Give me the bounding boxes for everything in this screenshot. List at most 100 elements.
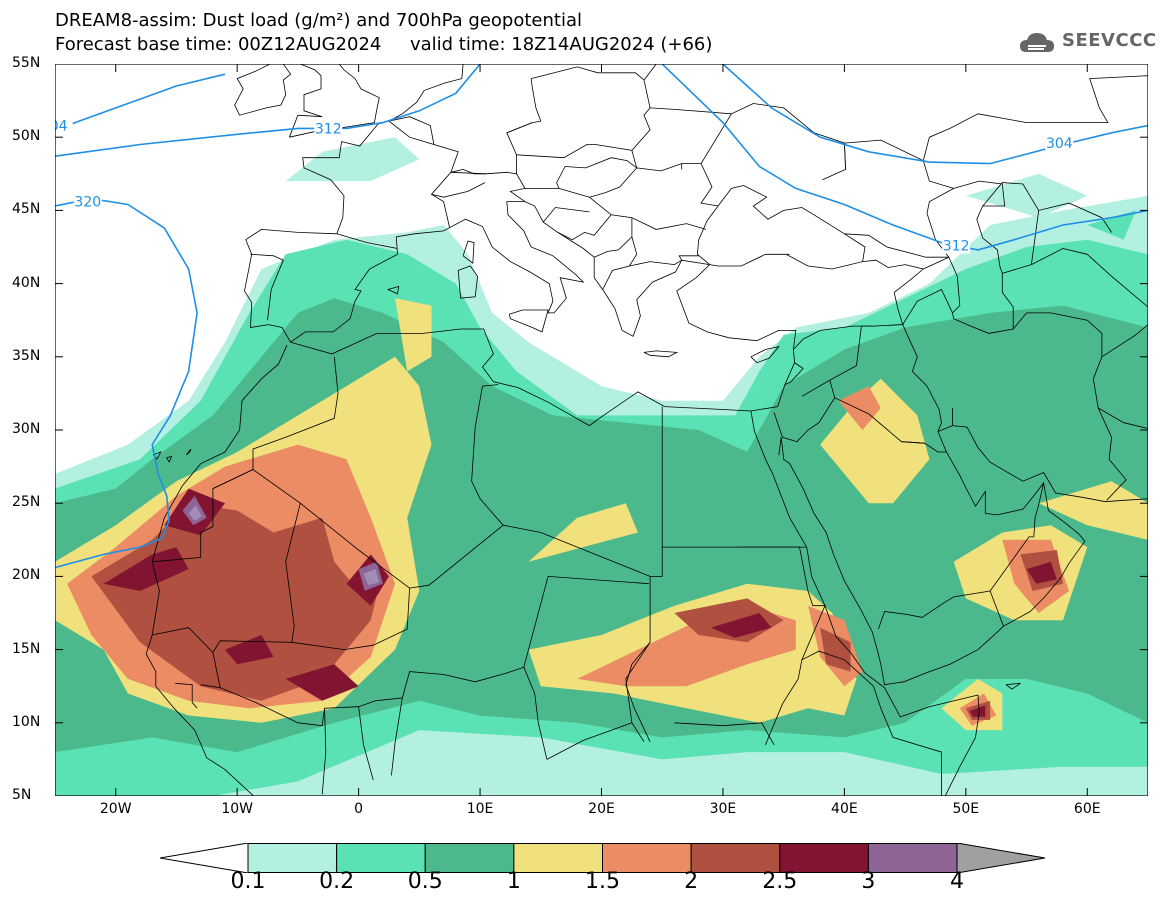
boundary-line (1031, 202, 1112, 265)
geopotential-contour (55, 197, 198, 569)
dust-level-6 (103, 547, 189, 591)
lon-tick-label: 60E (1073, 801, 1101, 817)
geopotential-contour (722, 64, 1148, 165)
lat-tick-label: 35N (12, 347, 41, 364)
dust-level-6 (969, 705, 986, 717)
boundary-line (321, 708, 327, 795)
lat-tick-label: 15N (12, 640, 41, 657)
contour-label: 04 (55, 118, 68, 134)
boundary-line (589, 196, 638, 290)
contour-label: 312 (943, 239, 970, 255)
dust-level-3 (820, 378, 930, 504)
boundary-line (844, 233, 949, 258)
boundary-line (145, 344, 288, 655)
dust-level-5 (820, 627, 851, 672)
contour-label: 320 (74, 195, 101, 211)
boundary-line (244, 228, 337, 343)
boundary-line (302, 64, 464, 234)
dust-level-6 (710, 613, 772, 638)
boundary-line (594, 236, 633, 258)
boundary-line (801, 650, 874, 687)
lon-tick-label: 50E (952, 801, 980, 817)
lat-tick-label: 40N (12, 274, 41, 291)
boundary-line (989, 590, 1004, 627)
boundary-line (388, 120, 435, 145)
boundary-line (631, 217, 707, 230)
boundary-line (336, 233, 398, 249)
lat-tick-label: 25N (12, 494, 41, 511)
boundary-line (1002, 248, 1148, 308)
boundary-line (200, 684, 221, 689)
boundary-line (388, 116, 459, 229)
colorbar-segment (690, 843, 781, 873)
dust-level-6 (225, 635, 274, 665)
boundary-line (801, 379, 830, 397)
dust-level-6 (1026, 561, 1057, 584)
cloud-icon (1020, 33, 1054, 52)
boundary-line (629, 259, 682, 267)
boundary-line (678, 255, 699, 261)
dust-map: 04 312 320 304 312 (55, 64, 1148, 796)
contour-label-bg (73, 193, 102, 210)
logo-text: SEEVCCC (1062, 30, 1157, 51)
boundary-line (508, 309, 549, 333)
contour-label: 312 (315, 121, 342, 137)
boundary-line (696, 185, 866, 270)
geopotential-contour (55, 73, 226, 131)
boundary-line (878, 536, 1034, 630)
boundary-line (982, 182, 1040, 211)
boundary-line (1101, 324, 1148, 358)
boundary-line (152, 575, 649, 727)
lat-tick-label: 20N (12, 567, 41, 584)
boundary-line (625, 642, 651, 742)
dust-load-field (55, 137, 1148, 796)
lat-tick-label: 55N (12, 55, 41, 71)
dust-level-8 (363, 569, 380, 586)
colorbar-segment (779, 843, 869, 873)
geopotential-contour (661, 64, 1148, 251)
boundary-line (546, 722, 633, 760)
boundary-line (901, 441, 925, 444)
colorbar-label: 2.5 (762, 869, 798, 894)
lat-tick-label: 5N (12, 787, 32, 803)
boundary-line (750, 345, 780, 364)
boundary-line (506, 122, 533, 134)
boundary-line (471, 427, 504, 526)
contour-label-bg (942, 237, 971, 254)
lon-tick-label: 20E (588, 801, 615, 817)
boundary-line (643, 64, 658, 81)
boundary-line (474, 384, 499, 428)
boundary-line (506, 78, 542, 174)
boundary-line (926, 180, 1014, 334)
contour-label-bg (314, 120, 343, 137)
colorbar-segment (602, 843, 692, 873)
title-line-2: Forecast base time: 00Z12AUG2024 valid t… (55, 34, 713, 55)
dust-level-1 (1087, 210, 1136, 240)
boundary-line (387, 285, 400, 295)
contour-label-bg (55, 117, 73, 134)
boundary-line (923, 256, 949, 270)
colorbar (160, 843, 1045, 873)
boundary-line (700, 113, 732, 164)
boundary-line (523, 667, 548, 760)
boundary-line (778, 425, 1148, 686)
colorbar-segment (247, 843, 338, 873)
colorbar-label: 4 (950, 869, 964, 894)
colorbar-segment (336, 843, 426, 873)
boundary-line (462, 240, 475, 264)
boundary-line (289, 64, 323, 138)
boundary-line (557, 214, 612, 241)
boundary-line (450, 168, 487, 175)
colorbar-label: 0.5 (407, 869, 443, 894)
contour-label-bg (1045, 135, 1074, 152)
boundary-line (922, 75, 1148, 161)
boundary-line (212, 503, 301, 653)
boundary-line (431, 182, 486, 198)
boundary-line (166, 455, 173, 463)
boundary-line (391, 697, 403, 776)
boundary-line (902, 288, 953, 325)
geopotential-contours (55, 64, 1148, 569)
boundary-line (212, 469, 254, 489)
colorbar-segment (867, 843, 958, 873)
boundary-line (175, 682, 198, 709)
